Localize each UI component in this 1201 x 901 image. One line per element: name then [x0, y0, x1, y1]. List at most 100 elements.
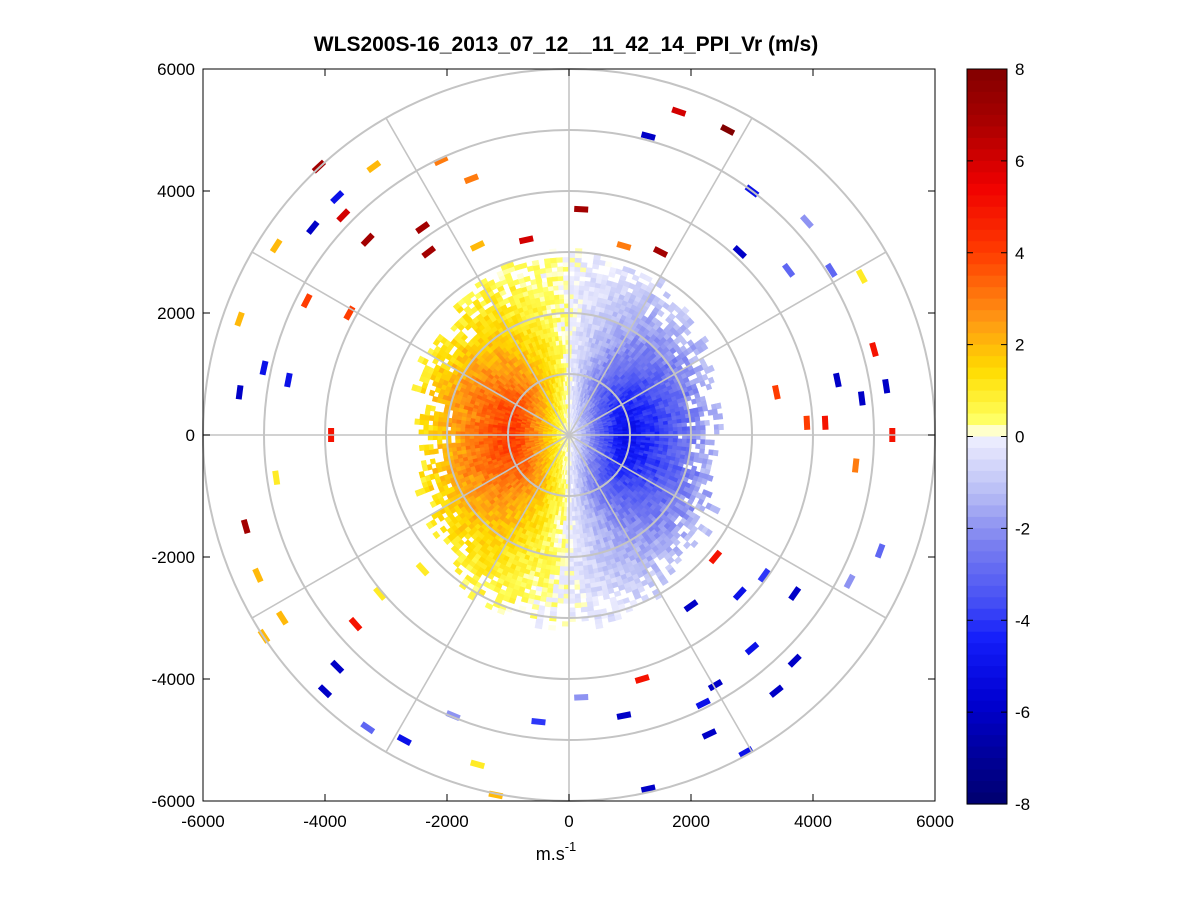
velocity-cell: [534, 622, 543, 630]
velocity-cell: [571, 511, 576, 517]
velocity-cell: [420, 459, 428, 467]
velocity-cell: [561, 538, 566, 545]
velocity-cell: [556, 547, 562, 554]
velocity-cell: [715, 402, 722, 410]
velocity-cell: [701, 335, 710, 344]
velocity-cell: [713, 506, 721, 515]
velocity-cell: [549, 611, 557, 617]
velocity-cell: [574, 602, 582, 609]
velocity-cell: [455, 442, 462, 448]
velocity-cell: [580, 547, 586, 553]
velocity-cell: [427, 424, 434, 431]
velocity-cell: [433, 410, 440, 418]
velocity-cell: [576, 542, 582, 549]
velocity-cell: [559, 561, 565, 568]
velocity-cell: [572, 316, 578, 323]
velocity-cell: [558, 575, 565, 581]
velocity-cell: [579, 583, 586, 590]
velocity-cell: [604, 261, 613, 268]
velocity-cell: [677, 438, 683, 444]
velocity-cell: [712, 449, 719, 457]
velocity-cell: [531, 603, 540, 611]
velocity-cell: [560, 547, 566, 554]
velocity-cell: [577, 556, 583, 563]
velocity-cell: [695, 443, 701, 450]
velocity-cell: [552, 588, 559, 595]
velocity-cell: [601, 274, 609, 281]
velocity-cell: [464, 441, 471, 447]
velocity-cell: [607, 615, 616, 623]
velocity-cell: [435, 462, 442, 469]
velocity-cell: [436, 425, 443, 431]
velocity-cell: [437, 420, 443, 427]
velocity-cell: [574, 270, 581, 277]
velocity-cell: [556, 598, 564, 604]
velocity-cell: [574, 275, 581, 282]
velocity-cell: [572, 543, 578, 549]
velocity-cell: [681, 442, 688, 448]
velocity-cell: [423, 449, 430, 456]
velocity-cell: [677, 426, 683, 432]
velocity-cell: [455, 426, 461, 432]
velocity-cell: [568, 252, 576, 258]
velocity-cell: [576, 316, 582, 323]
velocity-cell: [563, 584, 570, 590]
velocity-cell: [482, 437, 489, 442]
velocity-cell: [473, 437, 479, 442]
velocity-cell: [568, 266, 576, 272]
velocity-cell: [450, 442, 457, 448]
velocity-cell: [496, 437, 502, 441]
velocity-cell: [557, 593, 564, 600]
chart-title: WLS200S-16_2013_07_12__11_42_14_PPI_Vr (…: [314, 33, 818, 56]
velocity-cell: [414, 418, 421, 425]
velocity-cell: [418, 418, 425, 426]
velocity-cell: [695, 425, 702, 431]
velocity-cell: [681, 438, 688, 444]
velocity-cell: [662, 291, 672, 300]
velocity-cell: [551, 592, 559, 599]
velocity-cell: [554, 561, 561, 567]
velocity-cell: [649, 428, 656, 433]
velocity-cell: [659, 428, 665, 433]
velocity-cell: [572, 547, 578, 554]
velocity-cell: [562, 598, 570, 604]
velocity-cell: [579, 280, 586, 287]
velocity-cell: [572, 307, 579, 314]
velocity-cell: [560, 543, 566, 549]
velocity-cell: [704, 439, 711, 446]
velocity-cell: [568, 593, 576, 600]
velocity-cell: [544, 601, 552, 608]
velocity-cell: [656, 552, 665, 561]
velocity-cell: [686, 317, 695, 326]
velocity-cell: [554, 565, 561, 572]
velocity-cell: [595, 622, 604, 630]
velocity-cell: [423, 424, 429, 431]
velocity-cell: [676, 422, 683, 428]
velocity-cell: [700, 425, 706, 431]
velocity-cell: [636, 429, 642, 433]
velocity-cell: [478, 437, 484, 442]
velocity-cell: [673, 556, 683, 565]
velocity-cell: [572, 321, 578, 327]
velocity-cell: [579, 275, 586, 282]
velocity-cell: [690, 438, 697, 445]
velocity-cell: [568, 607, 576, 613]
velocity-cell: [558, 579, 565, 586]
velocity-cell: [672, 438, 679, 443]
velocity-cell: [573, 302, 579, 309]
velocity-cell: [568, 270, 576, 277]
velocity-cell: [419, 413, 426, 421]
velocity-cell: [464, 438, 470, 443]
velocity-cell: [432, 420, 439, 427]
velocity-cell: [573, 280, 581, 286]
velocity-cell: [580, 262, 588, 268]
velocity-cell: [573, 579, 580, 586]
velocity-cell: [553, 570, 560, 576]
velocity-cell: [700, 342, 709, 352]
velocity-cell: [441, 443, 448, 449]
velocity-cell: [573, 561, 579, 568]
velocity-cell: [575, 533, 581, 540]
velocity-cell: [568, 612, 576, 618]
velocity-cell: [561, 534, 566, 540]
velocity-cell: [668, 427, 674, 432]
